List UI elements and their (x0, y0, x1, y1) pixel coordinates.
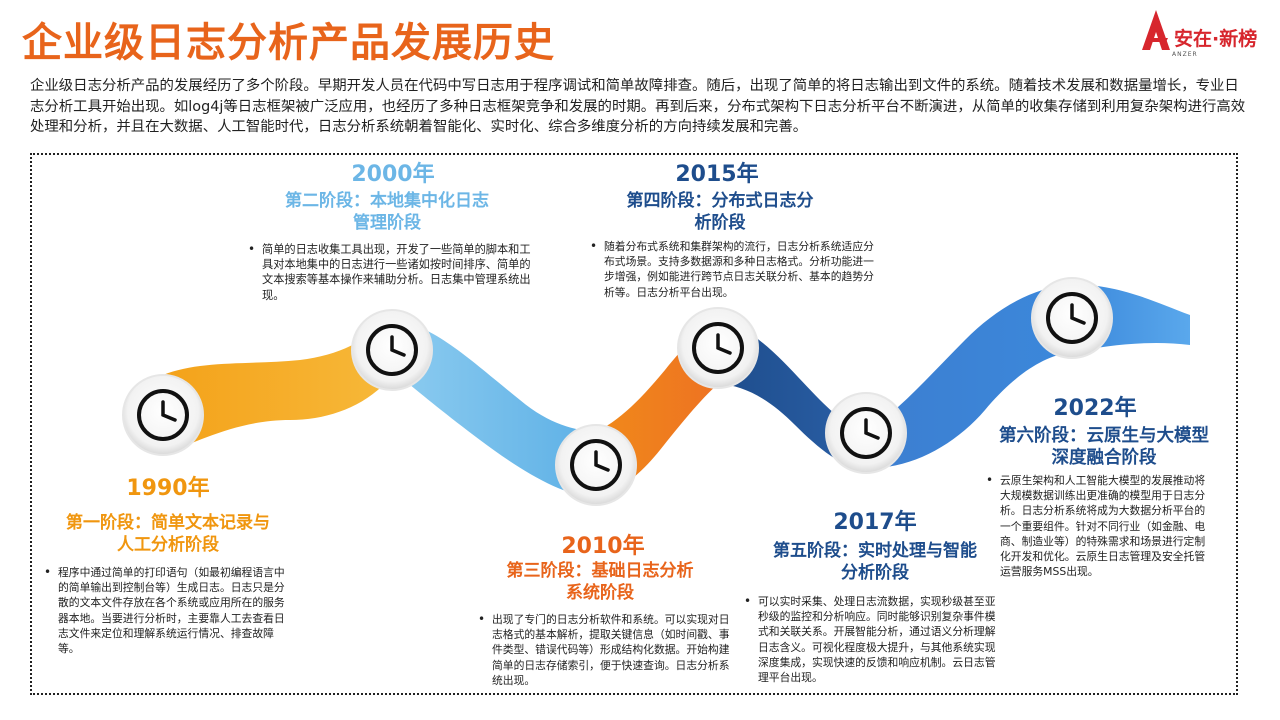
stage-3-description: 出现了专门的日志分析软件和系统。可以实现对日志格式的基本解析，提取关键信息（如时… (478, 612, 734, 688)
stage-5-description: 可以实时采集、处理日志流数据，实现秒级甚至亚秒级的监控和分析响应。同时能够识别复… (744, 594, 1002, 685)
stage-1-description: 程序中通过简单的打印语句（如最初编程语言中的简单输出到控制台等）生成日志。日志只… (44, 565, 290, 656)
stage-1-title: 第一阶段：简单文本记录与人工分析阶段 (66, 513, 270, 555)
clock-icon-2022 (1031, 277, 1113, 359)
stage-4-description: 随着分布式系统和集群架构的流行，日志分析系统适应分布式场景。支持多数据源和多种日… (590, 239, 876, 300)
stage-4-title: 第四阶段：分布式日志分析阶段 (626, 191, 814, 233)
ribbon-segment-1 (163, 318, 395, 455)
anzer-logo: 安在·新榜 ANZER (1138, 8, 1278, 62)
stage-6-description: 云原生架构和人工智能大模型的发展推动将大规模数据训练出更准确的模型用于日志分析。… (986, 473, 1212, 579)
stage-5-title: 第五阶段：实时处理与智能分析阶段 (773, 541, 977, 583)
clock-icon-2015 (677, 307, 759, 389)
stage-3-title: 第三阶段：基础日志分析系统阶段 (506, 561, 694, 603)
stage-2-year: 2000年 (351, 162, 435, 187)
intro-paragraph: 企业级日志分析产品的发展经历了多个阶段。早期开发人员在代码中写日志用于程序调试和… (30, 78, 1246, 135)
clock-icon-2000 (351, 309, 433, 391)
ribbon-segment-5 (866, 284, 1072, 469)
stage-4-year: 2015年 (675, 162, 759, 187)
logo-subtext: ANZER (1172, 51, 1198, 58)
page-title: 企业级日志分析产品发展历史 (22, 20, 555, 66)
stage-2-description: 简单的日志收集工具出现，开发了一些简单的脚本和工具对本地集中的日志进行一些诸如按… (248, 242, 538, 303)
stage-1-year: 1990年 (126, 476, 210, 501)
stage-6-year: 2022年 (1053, 396, 1137, 421)
logo-text: 安在·新榜 (1174, 28, 1258, 50)
timeline-frame (30, 153, 1238, 695)
stage-3-year: 2010年 (561, 534, 645, 559)
logo-mark-icon (1142, 10, 1170, 50)
stage-6-title: 第六阶段：云原生与大模型深度融合阶段 (999, 426, 1209, 468)
clock-icon-1990 (122, 374, 204, 456)
ribbon-segment-2 (383, 318, 596, 498)
stage-2-title: 第二阶段：本地集中化日志管理阶段 (285, 191, 489, 233)
clock-icon-2010 (555, 424, 637, 506)
stage-5-year: 2017年 (833, 510, 917, 535)
clock-icon-2017 (825, 392, 907, 474)
